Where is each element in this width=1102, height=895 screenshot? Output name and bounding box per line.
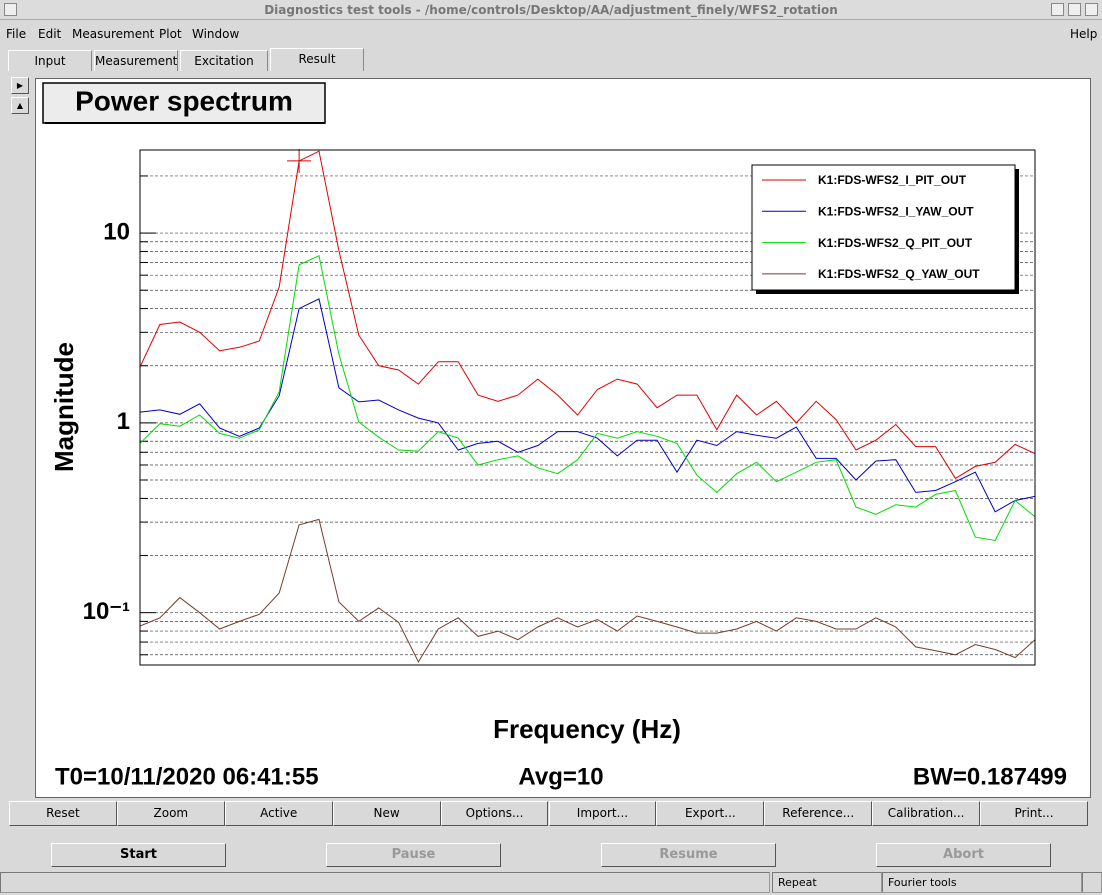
toolbar-button[interactable]: Reference... — [764, 801, 873, 826]
menu-item[interactable]: Plot — [159, 27, 182, 41]
series-group — [140, 150, 1035, 663]
control-button[interactable]: Pause — [326, 843, 501, 867]
toolbar-button[interactable]: Export... — [656, 801, 765, 826]
menu-item[interactable]: Measurement — [72, 27, 155, 41]
toolbar-button[interactable]: Options... — [440, 801, 549, 826]
toolbar-button[interactable]: Active — [224, 801, 333, 826]
y-tick-label: 10 — [103, 218, 130, 245]
menu-item[interactable]: Edit — [38, 27, 62, 41]
toolbar-button[interactable]: New — [332, 801, 441, 826]
series-line — [140, 298, 1035, 513]
status-cell: Fourier tools — [882, 872, 1082, 893]
menu-item[interactable]: Help — [1070, 27, 1098, 41]
menu-item[interactable]: File — [6, 27, 27, 41]
series-line — [140, 254, 1035, 542]
legend-label: K1:FDS-WFS2_Q_YAW_OUT — [818, 267, 980, 281]
legend-label: K1:FDS-WFS2_I_YAW_OUT — [818, 204, 974, 218]
series-line — [140, 150, 1035, 480]
y-tick-label: 10⁻¹ — [83, 598, 130, 625]
tab[interactable]: Measurement — [94, 50, 178, 71]
avg-info: Avg=10 — [518, 763, 603, 790]
close-button[interactable] — [1085, 3, 1098, 16]
status-cell — [1082, 872, 1102, 893]
y-tick-label: 1 — [117, 408, 130, 435]
t0-info: T0=10/11/2020 06:41:55 — [55, 763, 319, 790]
minimize-button[interactable] — [1051, 3, 1064, 16]
status-cell — [0, 872, 770, 893]
window-title: Diagnostics test tools - /home/controls/… — [0, 0, 1102, 20]
control-button[interactable]: Start — [51, 843, 226, 867]
arrow-up-button[interactable]: ▲ — [11, 97, 29, 114]
tab[interactable]: Result — [270, 48, 364, 71]
status-cell: Repeat — [772, 872, 882, 893]
control-button[interactable]: Abort — [876, 843, 1051, 867]
series-line — [140, 518, 1035, 663]
menu-item[interactable]: Window — [192, 27, 240, 41]
tab[interactable]: Excitation — [180, 50, 268, 71]
toolbar-button[interactable]: Calibration... — [872, 801, 981, 826]
x-axis-label: Frequency (Hz) — [493, 714, 681, 744]
legend — [751, 164, 1016, 291]
legend-label: K1:FDS-WFS2_I_PIT_OUT — [818, 173, 967, 187]
toolbar-button[interactable]: Zoom — [116, 801, 225, 826]
plot-frame — [139, 149, 1036, 666]
maximize-button[interactable] — [1068, 3, 1081, 16]
arrow-right-button[interactable]: ▶ — [11, 77, 29, 94]
legend-label: K1:FDS-WFS2_Q_PIT_OUT — [818, 236, 973, 250]
toolbar-button[interactable]: Import... — [548, 801, 657, 826]
title-box — [42, 82, 326, 124]
chart-title: Power spectrum — [75, 85, 293, 116]
chart: Power spectrum Magnitude Frequency (Hz) … — [42, 82, 1067, 790]
control-button[interactable]: Resume — [601, 843, 776, 867]
tab[interactable]: Input — [8, 50, 92, 71]
toolbar-button[interactable]: Reset — [9, 801, 117, 826]
window-menu-button[interactable] — [4, 3, 17, 16]
toolbar-button[interactable]: Print... — [980, 801, 1088, 826]
bw-info: BW=0.187499 — [913, 763, 1067, 790]
y-axis-label: Magnitude — [49, 342, 79, 472]
